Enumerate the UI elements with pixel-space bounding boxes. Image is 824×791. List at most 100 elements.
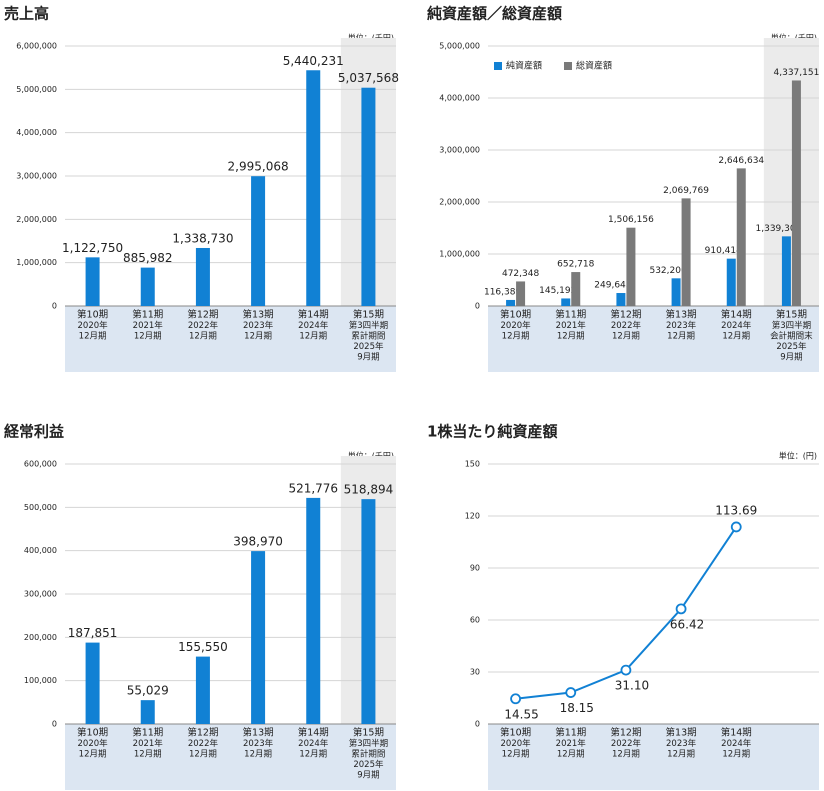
marker: [565, 687, 577, 698]
y-tick-label: 200,000: [24, 633, 57, 642]
x-tick-label: 2020年: [501, 320, 532, 331]
y-tick-label: 2,000,000: [439, 198, 480, 207]
x-tick-label: 12月期: [502, 332, 530, 342]
bar: [85, 642, 100, 724]
x-tick-label: 第12期: [610, 727, 641, 739]
x-tick-label: 12月期: [557, 332, 585, 342]
x-tick-label: 12月期: [79, 750, 107, 760]
bar: [361, 87, 376, 306]
bar: [506, 299, 516, 306]
x-tick-label: 第10期: [77, 309, 108, 321]
unit-label: 単位：(千円): [348, 33, 394, 43]
value-label: 1,122,750: [62, 241, 123, 255]
x-tick-label: 2025年: [776, 341, 807, 352]
x-tick-label: 第3四半期: [349, 320, 388, 331]
bar: [306, 497, 321, 724]
x-tick-label: 2022年: [188, 320, 219, 331]
x-tick-label: 2021年: [556, 738, 587, 749]
x-tick-label: 2020年: [78, 738, 109, 749]
x-tick-label: 第15期: [353, 727, 384, 739]
x-tick-label: 9月期: [357, 771, 379, 781]
x-tick-label: 2020年: [78, 320, 109, 331]
x-tick-label: 第14期: [721, 309, 752, 321]
x-tick-label: 第11期: [132, 727, 163, 739]
x-tick-label: 2024年: [298, 738, 329, 749]
x-tick-label: 12月期: [612, 750, 640, 760]
y-tick-label: 60: [470, 616, 480, 625]
x-tick-label: 2023年: [666, 738, 697, 749]
category-band: [488, 306, 819, 372]
y-tick-label: 30: [470, 668, 480, 677]
x-tick-label: 第13期: [243, 727, 274, 739]
x-tick-label: 2025年: [353, 759, 384, 770]
y-tick-label: 5,000,000: [16, 85, 57, 94]
bar: [561, 298, 571, 306]
y-tick-label: 100,000: [24, 676, 57, 685]
x-tick-label: 第12期: [610, 309, 641, 321]
unit-label: 単位：(千円): [348, 451, 394, 461]
legend-swatch: [494, 62, 502, 70]
value-label: 14.55: [504, 707, 538, 721]
bar: [306, 70, 321, 306]
category-band: [65, 724, 396, 790]
category-band: [65, 306, 396, 372]
x-tick-label: 12月期: [612, 332, 640, 342]
y-tick-label: 400,000: [24, 546, 57, 555]
y-tick-label: 150: [465, 460, 480, 469]
chart-title: 経常利益: [4, 423, 64, 441]
y-tick-label: 0: [52, 720, 57, 729]
x-tick-label: 2021年: [133, 738, 164, 749]
value-label: 521,776: [288, 481, 338, 495]
x-tick-label: 第15期: [353, 309, 384, 321]
x-tick-label: 第10期: [500, 309, 531, 321]
x-tick-label: 12月期: [722, 750, 750, 760]
marker: [510, 693, 521, 705]
x-tick-label: 会計期間末: [770, 331, 813, 342]
value-label: 398,970: [233, 535, 283, 549]
value-label: 2,995,068: [228, 160, 289, 174]
x-tick-label: 2022年: [188, 738, 219, 749]
x-tick-label: 第11期: [132, 309, 163, 321]
value-label: 31.10: [615, 679, 649, 693]
value-label: 1,338,730: [172, 231, 233, 245]
value-label: 155,550: [178, 640, 228, 654]
x-tick-label: 2023年: [666, 320, 697, 331]
x-tick-label: 累計期間: [351, 749, 385, 760]
bar: [681, 198, 691, 306]
x-tick-label: 2024年: [721, 738, 752, 749]
bar: [726, 258, 736, 306]
y-tick-label: 2,000,000: [16, 215, 57, 224]
bar: [571, 272, 581, 306]
category-band: [488, 724, 819, 790]
value-label: 18.15: [560, 701, 594, 715]
value-label: 113.69: [715, 503, 757, 517]
x-tick-label: 第14期: [298, 727, 329, 739]
x-tick-label: 第14期: [298, 309, 329, 321]
y-tick-label: 300,000: [24, 590, 57, 599]
value-label: 1,339,305: [756, 224, 802, 234]
bar: [361, 499, 376, 724]
x-tick-label: 12月期: [667, 332, 695, 342]
legend-swatch: [564, 62, 572, 70]
bar: [85, 257, 100, 306]
x-tick-label: 第12期: [187, 309, 218, 321]
value-label: 4,337,151: [774, 68, 820, 78]
x-tick-label: 12月期: [79, 332, 107, 342]
x-tick-label: 累計期間: [351, 331, 385, 342]
bar: [671, 278, 681, 306]
value-label: 66.42: [670, 617, 704, 631]
y-tick-label: 6,000,000: [16, 42, 57, 51]
marker: [730, 521, 742, 533]
value-label: 5,440,231: [283, 54, 344, 68]
x-tick-label: 第10期: [77, 727, 108, 739]
x-tick-label: 12月期: [299, 750, 327, 760]
bar: [736, 168, 746, 306]
x-tick-label: 12月期: [502, 750, 530, 760]
chart-title: 純資産額／総資産額: [427, 5, 562, 23]
x-tick-label: 2022年: [611, 320, 642, 331]
value-label: 518,894: [344, 483, 394, 497]
x-tick-label: 第10期: [500, 727, 531, 739]
marker: [620, 664, 632, 676]
x-tick-label: 第14期: [721, 727, 752, 739]
bar: [616, 293, 626, 306]
